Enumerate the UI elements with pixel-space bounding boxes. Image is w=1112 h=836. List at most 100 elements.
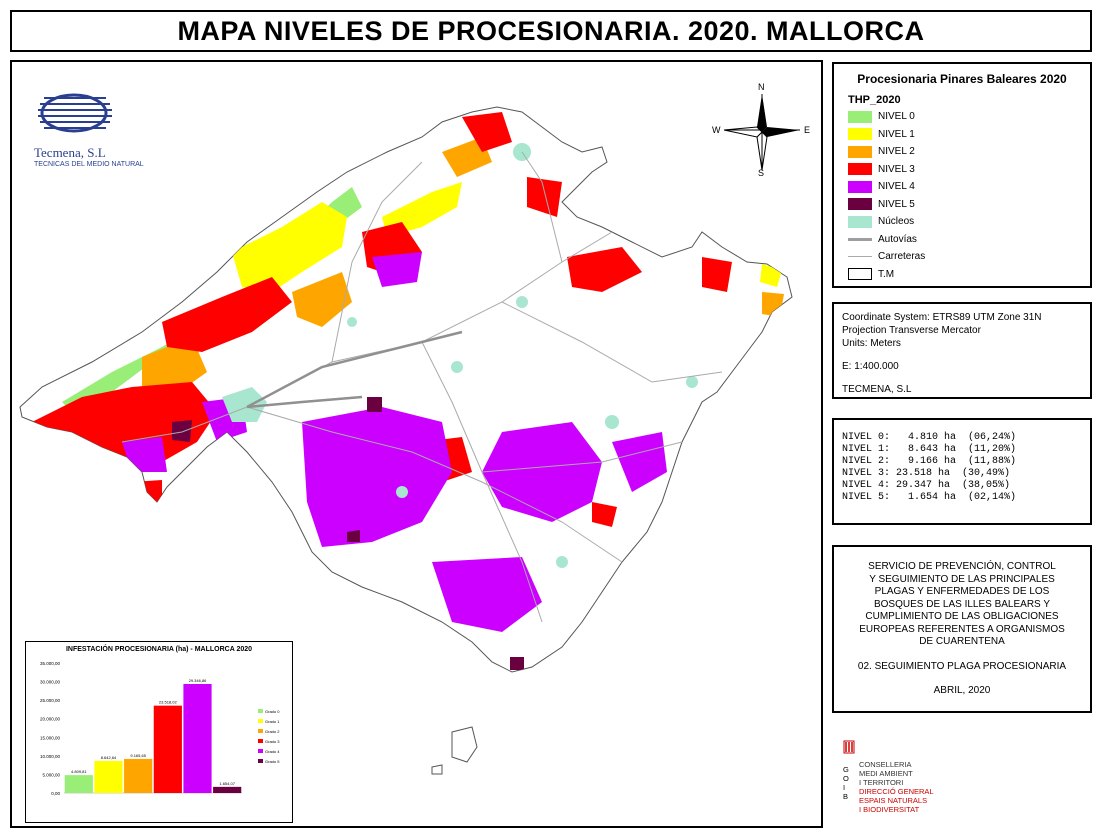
legend-item-label: NIVEL 5 <box>878 198 915 210</box>
stats-box: NIVEL 0: 4.810 ha (06,24%) NIVEL 1: 8.643… <box>832 418 1092 525</box>
infestation-chart: INFESTACIÓN PROCESIONARIA (ha) - MALLORC… <box>25 641 293 823</box>
cabrera-island <box>451 726 478 763</box>
y-tick-label: 0,00 <box>51 791 60 796</box>
coord-scale: E: 1:400.000 <box>842 361 899 372</box>
zone-nivel-1 <box>232 202 347 292</box>
legend-item: Núcleos <box>848 213 1090 231</box>
legend-item-label: Núcleos <box>878 216 915 228</box>
legend-item-label: NIVEL 3 <box>878 163 915 175</box>
legend-item-label: NIVEL 4 <box>878 181 915 193</box>
service-box: SERVICIO DE PREVENCIÓN, CONTROL Y SEGUIMI… <box>832 545 1092 713</box>
govern-line: I TERRITORI <box>859 778 904 787</box>
legend-swatch <box>848 128 872 141</box>
tecmena-logo: Tecmena, S.L TECNICAS DEL MEDIO NATURAL <box>34 90 154 170</box>
legend-swatch <box>848 180 872 193</box>
chart-legend-label: Grado 4 <box>265 749 280 754</box>
legend-swatch <box>848 215 872 228</box>
service-section: 02. SEGUIMIENTO PLAGA PROCESIONARIA <box>857 660 1067 672</box>
autovia-swatch <box>848 233 872 245</box>
legend-item: NIVEL 5 <box>848 196 1090 214</box>
stat-line: NIVEL 5: 1.654 ha (02,14%) <box>842 492 1017 503</box>
bar <box>213 786 242 793</box>
compass-n: N <box>758 82 765 92</box>
y-tick-label: 25.000,00 <box>40 698 61 703</box>
chart-legend-label: Grado 5 <box>265 759 280 764</box>
legend-box: Procesionaria Pinares Baleares 2020 THP_… <box>832 62 1092 288</box>
govern-letter: G <box>843 765 849 774</box>
stat-line: NIVEL 0: 4.810 ha (06,24%) <box>842 432 1017 443</box>
coord-author: TECMENA, S.L <box>842 384 912 395</box>
legend-swatch <box>848 163 872 176</box>
govern-line: DIRECCIÓ GENERAL <box>859 787 934 796</box>
service-line: EUROPEAS REFERENTES A ORGANISMOS <box>859 623 1065 635</box>
bar <box>183 683 212 793</box>
legend-tm: T.M <box>848 266 1090 284</box>
y-tick-label: 20.000,00 <box>40 717 61 722</box>
chart-legend-swatch <box>258 709 263 713</box>
legend-title: Procesionaria Pinares Baleares 2020 <box>857 72 1067 86</box>
bar-value-label: 9.165,65 <box>130 753 146 758</box>
chart-legend-swatch <box>258 729 263 733</box>
bar-value-label: 8.642,64 <box>101 755 117 760</box>
bar <box>64 775 93 793</box>
bar-value-label: 1.654,07 <box>219 781 235 786</box>
autovias <box>246 330 463 409</box>
legend-item-label: NIVEL 0 <box>878 111 915 123</box>
legend-swatch <box>848 110 872 123</box>
zone-nivel-3 <box>32 382 217 472</box>
service-line: SERVICIO DE PREVENCIÓN, CONTROL <box>868 561 1056 572</box>
road-network <box>121 151 723 623</box>
north-arrow: N S W E <box>712 82 812 178</box>
coordinate-box: Coordinate System: ETRS89 UTM Zone 31N P… <box>832 302 1092 399</box>
island-outline <box>19 106 793 673</box>
island-map <box>19 106 793 775</box>
legend-swatch <box>848 145 872 158</box>
govern-shield-icon <box>843 740 855 754</box>
chart-legend-swatch <box>258 759 263 763</box>
zone-nivel-2 <box>292 272 352 327</box>
y-tick-label: 5.000,00 <box>42 772 60 777</box>
tm-swatch <box>848 268 872 281</box>
govern-letter: I <box>843 783 846 792</box>
legend-item: NIVEL 0 <box>848 108 1090 126</box>
stat-line: NIVEL 4: 29.347 ha (38,05%) <box>842 480 1011 491</box>
bar-value-label: 23.518,02 <box>159 700 178 705</box>
coord-system: Coordinate System: ETRS89 UTM Zone 31N <box>842 312 1042 323</box>
coord-units: Units: Meters <box>842 338 901 349</box>
infestation-layer <box>32 107 784 670</box>
bar-value-label: 29.346,86 <box>189 678 208 683</box>
legend-item: NIVEL 3 <box>848 161 1090 179</box>
govern-line: CONSELLERIA <box>859 760 912 769</box>
govern-letter: O <box>843 774 849 783</box>
legend-subtitle: THP_2020 <box>848 94 901 106</box>
service-date: ABRIL, 2020 <box>933 685 991 696</box>
y-tick-label: 10.000,00 <box>40 754 61 759</box>
chart-title: INFESTACIÓN PROCESIONARIA (ha) - MALLORC… <box>65 646 253 653</box>
coord-projection: Projection Transverse Mercator <box>842 325 981 336</box>
chart-legend-label: Grado 3 <box>265 739 280 744</box>
legend-carreteras: Carreteras <box>848 248 1090 266</box>
carretera-swatch <box>848 251 872 263</box>
zone-nivel-4 <box>302 407 452 547</box>
stat-line: NIVEL 1: 8.643 ha (11,20%) <box>842 444 1017 455</box>
chart-legend-label: Grado 0 <box>265 709 280 714</box>
y-tick-label: 15.000,00 <box>40 735 61 740</box>
tecmena-name: Tecmena, S.L <box>34 145 106 160</box>
stat-line: NIVEL 3: 23.518 ha (30,49%) <box>842 468 1011 479</box>
y-tick-label: 35.000,00 <box>40 661 61 666</box>
legend-item-label: NIVEL 2 <box>878 146 915 158</box>
legend-item: NIVEL 1 <box>848 126 1090 144</box>
bar <box>94 760 123 793</box>
nucleo-palma <box>222 387 267 422</box>
bar-value-label: 4.809,81 <box>71 769 87 774</box>
legend-tm-label: T.M <box>878 268 895 280</box>
chart-legend-label: Grado 2 <box>265 729 280 734</box>
govern-line: MEDI AMBIENT <box>859 769 913 778</box>
compass-e: E <box>804 125 811 135</box>
map-title: MAPA NIVELES DE PROCESIONARIA. 2020. MAL… <box>177 15 925 46</box>
legend-carreteras-label: Carreteras <box>878 251 926 263</box>
zone-nivel-5 <box>172 420 192 442</box>
govern-line: ESPAIS NATURALS <box>859 796 928 805</box>
compass-s: S <box>758 168 765 178</box>
